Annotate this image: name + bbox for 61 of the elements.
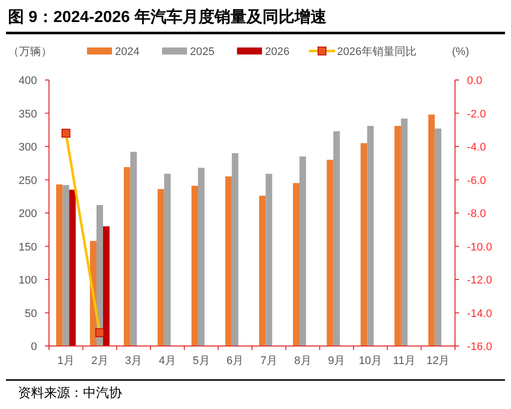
x-tick-label: 12月 [426,355,450,367]
x-tick-label: 9月 [328,355,346,367]
y2-tick-label: -8.0 [467,208,486,220]
y-tick-label: 250 [18,174,37,187]
x-tick-label: 6月 [226,355,244,367]
y2-axis-title: (%) [452,46,470,58]
bar [333,131,340,346]
legend-label: 2024 [115,46,140,58]
y2-tick-label: -12.0 [467,274,492,286]
bar [56,184,63,346]
bar [158,189,164,346]
bar [198,168,205,346]
x-tick-label: 5月 [192,355,210,367]
bar [367,126,374,346]
x-tick-label: 8月 [294,355,312,367]
bar [225,176,232,346]
bar [434,128,442,346]
bar [360,143,368,346]
bar [394,126,401,346]
bar [428,114,435,346]
bar [124,167,130,346]
bar [232,153,238,346]
bar [326,160,334,346]
y2-tick-label: -2.0 [467,108,486,120]
y2-tick-label: -10.0 [467,241,492,254]
y-tick-label: 150 [18,241,37,254]
bar [191,186,198,346]
x-tick-label: 7月 [260,355,278,367]
bar [292,183,300,346]
y2-tick-label: -4.0 [467,142,486,154]
x-tick-label: 4月 [158,355,176,367]
y2-tick-label: -14.0 [467,308,492,320]
bar [164,174,171,346]
x-tick-label: 10月 [358,355,382,367]
legend-label: 2025 [190,46,214,58]
x-tick-label: 3月 [125,355,142,367]
y2-tick-label: 0.0 [467,75,482,87]
x-tick-label: 1月 [57,355,74,367]
bar [400,118,408,346]
y-tick-label: 100 [18,274,37,286]
x-tick-label: 2月 [91,355,108,367]
y-tick-label: 0 [30,341,37,353]
legend-label: 2026年销量同比 [337,45,416,58]
bar [62,185,70,346]
bar [130,152,137,346]
chart-title: 图 9：2024-2026 年汽车月度销量及同比增速 [8,7,328,26]
bar [266,174,272,346]
bar [299,156,306,346]
x-tick-label: 11月 [393,355,416,367]
bar [69,190,76,346]
y-tick-label: 400 [18,75,37,87]
y-tick-label: 350 [18,108,37,120]
y-tick-label: 300 [18,142,37,154]
y-tick-label: 200 [18,208,37,220]
y-tick-label: 50 [24,308,37,320]
bar [259,196,266,346]
y2-tick-label: -16.0 [467,341,492,353]
y-axis-title: （万辆） [8,46,52,58]
text: 资料来源：中汽协 [18,385,122,400]
legend-label: 2026 [265,46,290,58]
y2-tick-label: -6.0 [467,174,486,187]
